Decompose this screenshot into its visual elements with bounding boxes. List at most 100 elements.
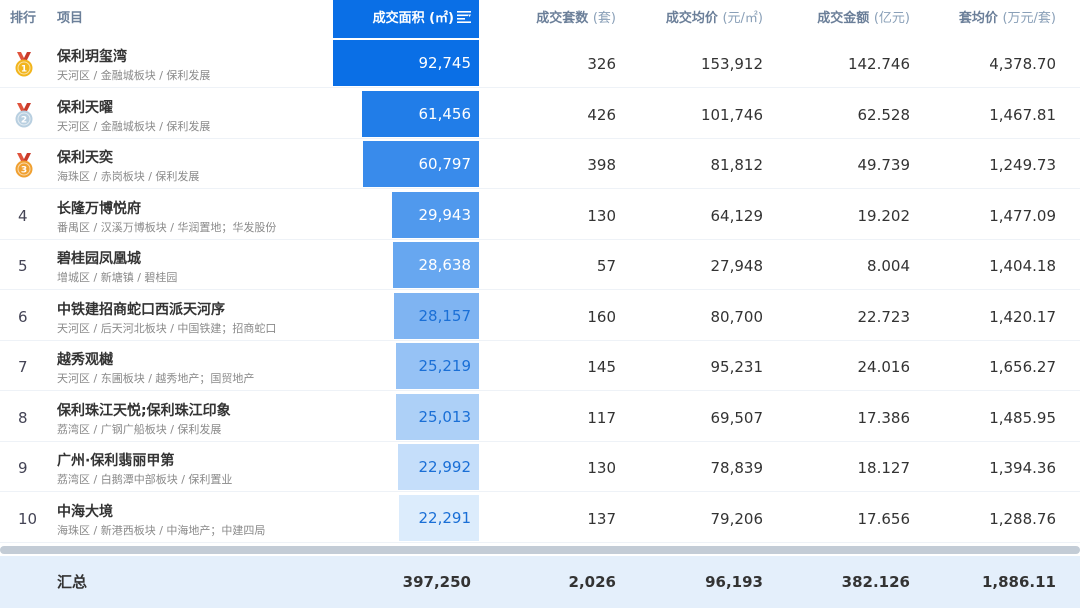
area-value: 28,638 [418,256,472,274]
project-name[interactable]: 碧桂园凤凰城 [57,251,141,267]
sets-value: 130 [587,459,616,477]
table-row[interactable]: 3 保利天奕 海珠区 / 赤岗板块 / 保利发展 60,797 398 81,812 49.… [0,141,1080,189]
project-name[interactable]: 保利天曜 [57,99,113,116]
area-value: 92,745 [418,54,472,72]
sets-value: 117 [587,408,616,427]
rank-number: 7 [18,358,28,376]
avg-price-value: 1,485.95 [989,408,1056,427]
area-bar [362,141,479,187]
sets-value: 57 [596,257,616,275]
price-value: 78,839 [710,459,764,477]
table-row[interactable]: 8 保利珠江天悦;保利珠江印象 荔湾区 / 广钢广船板块 / 保利发展 25,013 1… [0,393,1080,442]
area-value: 25,013 [418,407,472,426]
table-row[interactable]: 9 广州·保利翡丽甲第荔湾区 / 白鹅潭中部板块 / 保利置业 22,992 130 7… [0,444,1080,492]
avg-price-value: 1,656.27 [989,358,1056,376]
amount-value: 22.723 [857,307,911,326]
amount-value: 19.202 [857,206,911,225]
header-area-label: 成交面积 (㎡) [372,11,454,26]
price-value: 27,948 [710,257,764,275]
svg-text:1: 1 [21,65,27,75]
price-value: 79,206 [710,509,764,528]
amount-value: 18.127 [857,459,911,477]
amount-value: 49.739 [857,156,911,174]
avg-price-value: 1,420.17 [989,307,1056,326]
project-name[interactable]: 中铁建招商蛇口西派天河序 [57,301,225,318]
rank-number: 4 [18,206,28,225]
amount-value: 17.656 [857,509,911,528]
table-row[interactable]: 10 中海大境 海珠区 / 新港西板块 / 中海地产；中建四局 22,291 137 79… [0,494,1080,543]
sets-value: 426 [587,105,616,124]
project-name[interactable]: 广州·保利翡丽甲第 [57,453,175,469]
total-amount: 382.126 [841,573,910,591]
table-row[interactable]: 5 碧桂园凤凰城 增城区 / 新塘镇 / 碧桂园 28,638 57 27,948 8.00… [0,242,1080,290]
area-bar [362,90,479,137]
area-bar [333,40,479,86]
sets-value: 130 [587,206,616,225]
area-value: 28,157 [418,306,472,325]
rank-number: 9 [18,459,28,477]
sets-value: 160 [587,307,616,326]
area-value: 29,943 [418,205,472,224]
rank-number: 6 [18,307,28,326]
total-avg-price: 1,886.11 [981,573,1056,591]
table-row[interactable]: 6 中铁建招商蛇口西派天河序 天河区 / 后天河北板块 / 中国铁建；招商蛇口 28,… [0,292,1080,341]
table-row[interactable]: 1 保利玥玺湾天河区 / 金融城板块 / 保利发展 92,745 326 153,912… [0,40,1080,88]
area-bar [396,343,479,389]
project-location: 海珠区 / 新港西板块 / 中海地产；中建四局 [57,523,266,537]
project-name[interactable]: 中海大境 [57,503,113,520]
ranking-table-body: 1 保利玥玺湾天河区 / 金融城板块 / 保利发展 92,745 326 153,912… [0,40,1080,545]
price-value: 95,231 [710,358,764,376]
price-value: 69,507 [710,408,764,427]
sort-icon[interactable] [457,11,471,23]
header-amount: 成交金额 (亿元) [817,11,910,26]
amount-value: 62.528 [857,105,911,124]
header-rank: 排行 [10,11,37,26]
avg-price-value: 1,288.76 [989,509,1056,528]
area-value: 22,992 [418,458,472,476]
area-bar [393,292,479,339]
table-row[interactable]: 4 长隆万博悦府 番禺区 / 汉溪万博板块 / 华润置地；华发股份 29,943 130… [0,191,1080,240]
header-price: 成交均价 (元/㎡) [665,11,763,26]
avg-price-value: 1,477.09 [989,206,1056,225]
project-name[interactable]: 保利天奕 [57,150,113,166]
project-location: 海珠区 / 赤岗板块 / 保利发展 [57,170,200,183]
price-value: 153,912 [700,55,763,73]
area-bar [393,242,479,288]
avg-price-value: 4,378.70 [989,55,1056,73]
header-area-sortable[interactable]: 成交面积 (㎡) [333,0,479,38]
price-value: 80,700 [710,307,764,326]
total-sets: 2,026 [568,573,616,591]
area-value: 22,291 [418,508,472,527]
avg-price-value: 1,249.73 [989,156,1056,174]
rank-number: 10 [18,509,38,528]
table-row[interactable]: 2 保利天曜 天河区 / 金融城板块 / 保利发展 61,456 426 101,746 6… [0,90,1080,139]
sets-value: 145 [587,358,616,376]
avg-price-value: 1,394.36 [989,459,1056,477]
total-price: 96,193 [705,573,763,591]
project-location: 荔湾区 / 白鹅潭中部板块 / 保利置业 [57,473,233,486]
sets-value: 326 [587,55,616,73]
sets-value: 398 [587,156,616,174]
table-row[interactable]: 7 越秀观樾 天河区 / 东圃板块 / 越秀地产；国贸地产 25,219 145 95,2… [0,343,1080,391]
avg-price-value: 1,404.18 [989,257,1056,275]
project-name[interactable]: 保利珠江天悦;保利珠江印象 [57,402,231,419]
project-name[interactable]: 长隆万博悦府 [57,200,141,217]
project-name[interactable]: 保利玥玺湾 [57,49,127,65]
area-bar [391,191,479,238]
project-location: 荔湾区 / 广钢广船板块 / 保利发展 [57,422,222,436]
rank-number: 5 [18,257,28,275]
project-location: 增城区 / 新塘镇 / 碧桂园 [57,271,178,284]
project-location: 天河区 / 金融城板块 / 保利发展 [57,119,211,133]
total-area: 397,250 [402,573,471,591]
total-row: 汇总 397,250 2,026 96,193 382.126 1,886.11 [0,556,1080,608]
header-avg-price: 套均价 (万元/套) [958,11,1056,26]
amount-value: 17.386 [857,408,911,427]
project-location: 天河区 / 东圃板块 / 越秀地产；国贸地产 [57,372,255,385]
bronze-medal-icon: 3 [15,153,33,178]
svg-text:3: 3 [21,166,27,176]
area-value: 60,797 [418,155,472,173]
project-location: 天河区 / 金融城板块 / 保利发展 [57,69,211,82]
area-bar [396,393,479,440]
project-name[interactable]: 越秀观樾 [57,352,113,368]
amount-value: 24.016 [857,358,911,376]
